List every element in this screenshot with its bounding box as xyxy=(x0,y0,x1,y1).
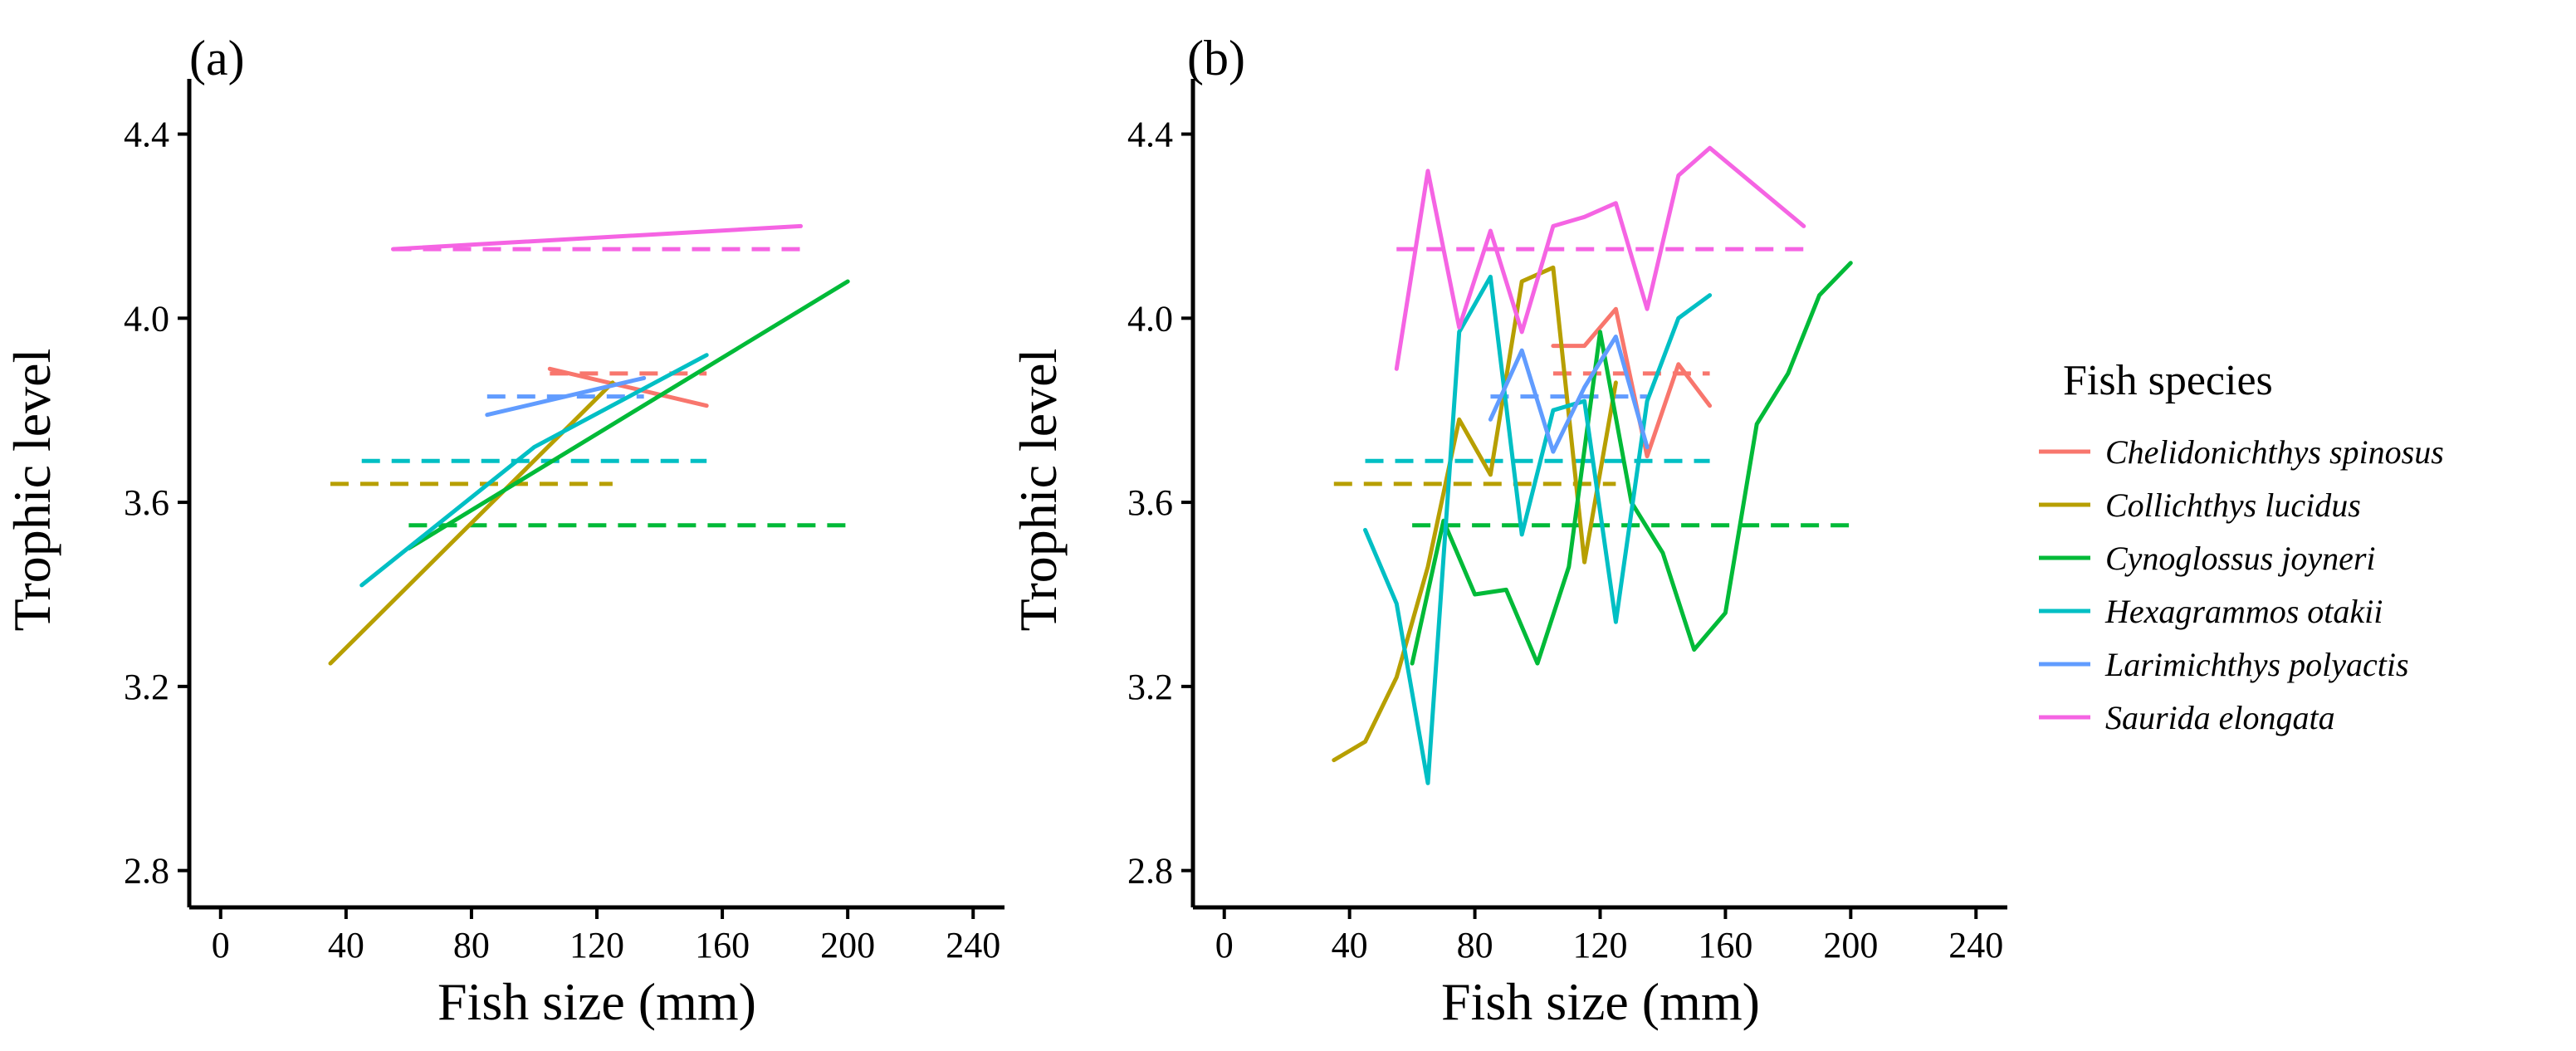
y-tick-label: 4.4 xyxy=(1127,115,1173,155)
y-tick-label: 2.8 xyxy=(124,851,169,892)
series-line-collichthys-lucidus xyxy=(328,380,615,666)
x-tick-label: 120 xyxy=(569,925,624,965)
legend-label: Larimichthys polyactis xyxy=(2104,646,2409,683)
series-line-cynoglossus-joyneri xyxy=(1410,261,1853,666)
x-tick-label: 200 xyxy=(820,925,875,965)
y-tick-label: 3.6 xyxy=(1127,482,1173,523)
series-line-chelidonichthys-spinosus xyxy=(1551,306,1713,459)
legend-label: Chelidonichthys spinosus xyxy=(2105,433,2444,471)
legend-label: Saurida elongata xyxy=(2105,699,2335,736)
panel-label: (b) xyxy=(1187,31,1245,86)
y-tick-label: 3.2 xyxy=(1127,667,1173,707)
y-axis-title: Trophic level xyxy=(1009,349,1068,632)
panel-a: (a) 2.8 3.2 3.6 4.0 4.4 0 40 80 120 160 200 240 Fish … xyxy=(2,31,1004,1031)
y-tick-label: 3.6 xyxy=(124,482,169,523)
x-axis-title: Fish size (mm) xyxy=(437,972,756,1031)
x-tick-label: 40 xyxy=(1332,925,1368,965)
legend-label: Cynoglossus joyneri xyxy=(2105,540,2376,577)
series-line-saurida-elongata xyxy=(391,223,803,252)
x-tick-label: 160 xyxy=(1698,925,1752,965)
legend-label: Hexagrammos otakii xyxy=(2104,593,2383,630)
series-line-larimichthys-polyactis xyxy=(485,375,647,418)
series-line-cynoglossus-joyneri xyxy=(406,279,850,550)
y-tick-label: 3.2 xyxy=(124,667,169,707)
y-axis-title: Trophic level xyxy=(2,349,61,632)
y-tick-label: 4.4 xyxy=(124,115,169,155)
x-axis-title: Fish size (mm) xyxy=(1441,972,1760,1031)
x-tick-label: 80 xyxy=(453,925,490,965)
x-tick-label: 0 xyxy=(212,925,230,965)
x-tick-label: 120 xyxy=(1573,925,1628,965)
y-tick-label: 4.0 xyxy=(1127,298,1173,339)
series-line-hexagrammos-otakii xyxy=(1363,274,1713,785)
legend: Fish species Chelidonichthys spinosus Coll… xyxy=(2039,357,2444,736)
x-tick-label: 0 xyxy=(1215,925,1234,965)
y-tick-label: 4.0 xyxy=(124,298,169,339)
x-tick-label: 160 xyxy=(695,925,750,965)
panel-label: (a) xyxy=(189,31,245,86)
panel-b: (b) 2.8 3.2 3.6 4.0 4.4 0 40 80 120 160 200 240 Fish … xyxy=(1009,31,2007,1031)
x-tick-label: 200 xyxy=(1823,925,1878,965)
y-tick-label: 2.8 xyxy=(1127,851,1173,892)
series-line-hexagrammos-otakii xyxy=(359,353,709,588)
series-line-larimichthys-polyactis xyxy=(1488,335,1650,454)
legend-title: Fish species xyxy=(2063,357,2273,404)
x-tick-label: 240 xyxy=(1948,925,2003,965)
x-tick-label: 40 xyxy=(328,925,364,965)
x-tick-label: 240 xyxy=(946,925,1000,965)
series-line-chelidonichthys-spinosus xyxy=(547,366,709,408)
legend-label: Collichthys lucidus xyxy=(2105,486,2361,524)
x-tick-label: 80 xyxy=(1457,925,1493,965)
series-line-collichthys-lucidus xyxy=(1332,265,1618,763)
series-line-saurida-elongata xyxy=(1394,145,1806,371)
